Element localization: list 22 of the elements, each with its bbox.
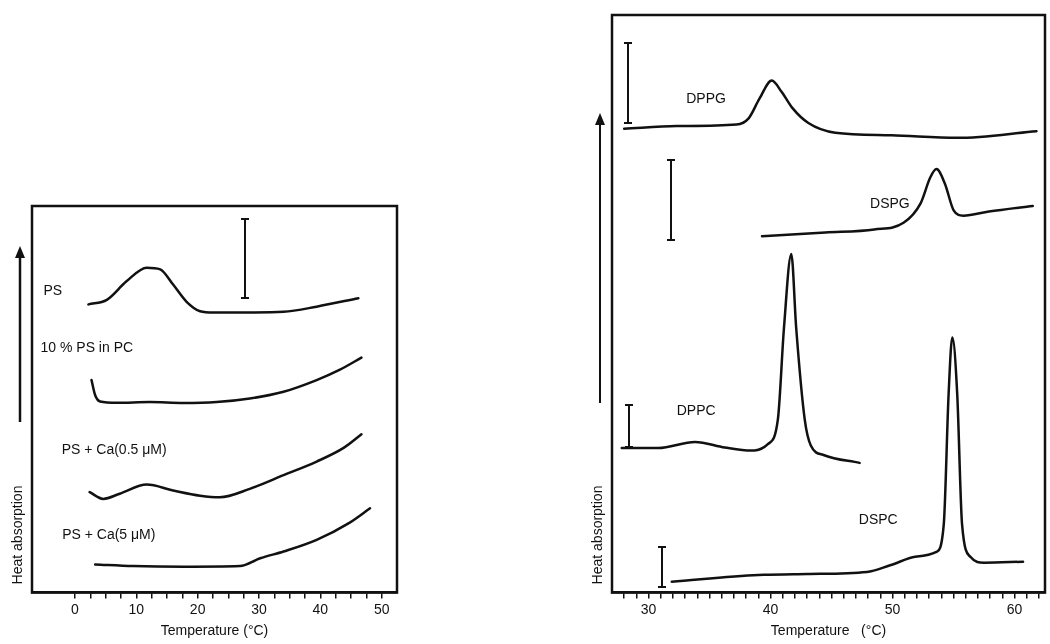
y-axis-title: Heat absorption bbox=[588, 485, 605, 585]
text: DSPC bbox=[858, 510, 898, 527]
series-label: PS + Ca(5 μM) bbox=[62, 526, 156, 543]
x-axis-title: Temperature (°C) bbox=[160, 622, 269, 639]
series-label: DPPC bbox=[676, 401, 716, 418]
text: 10 % PS in PC bbox=[40, 338, 134, 355]
x-tick-label: 30 bbox=[251, 600, 267, 617]
x-tick-label: 50 bbox=[884, 600, 901, 617]
x-tick-label: 60 bbox=[1006, 600, 1023, 617]
x-tick-label: 10 bbox=[128, 600, 145, 617]
x-tick-label: 40 bbox=[312, 600, 329, 617]
series-label: PS bbox=[43, 282, 63, 299]
text: PS + Ca(0.5 μM) bbox=[61, 440, 167, 457]
y-axis-title: Heat absorption bbox=[8, 485, 25, 585]
x-tick-label: 20 bbox=[189, 600, 206, 617]
x-tick-label: 50 bbox=[373, 600, 390, 617]
series-label: DSPG bbox=[870, 194, 910, 211]
x-tick-label: 0 bbox=[71, 600, 80, 617]
x-axis-title: Temperature (°C) bbox=[770, 622, 887, 639]
x-tick-label: 30 bbox=[640, 600, 657, 617]
x-tick-label: 40 bbox=[762, 600, 779, 617]
series-label: DPPG bbox=[686, 90, 726, 107]
